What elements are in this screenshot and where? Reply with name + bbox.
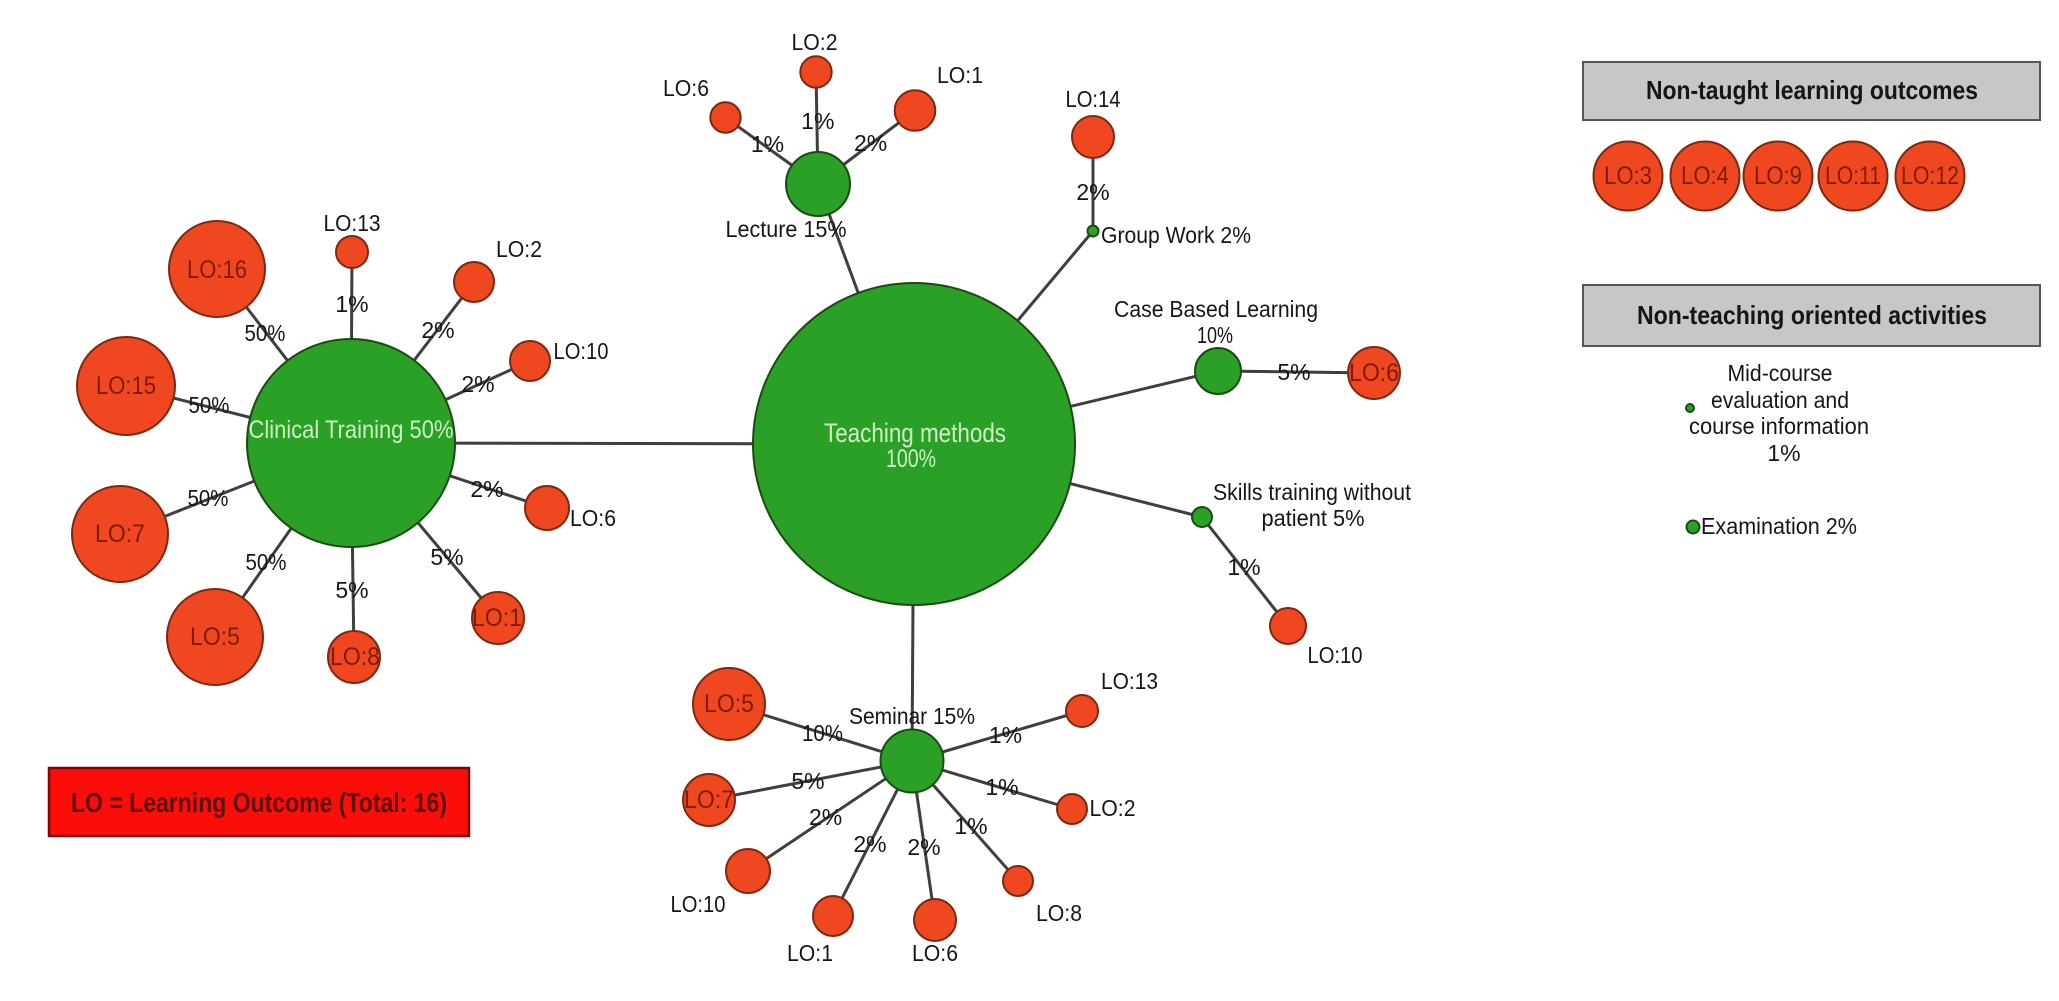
svg-text:2%: 2%	[461, 371, 494, 397]
svg-text:LO:13: LO:13	[324, 210, 381, 236]
svg-text:1%: 1%	[989, 722, 1022, 748]
svg-text:Clinical Training 50%: Clinical Training 50%	[249, 416, 454, 444]
svg-text:course information: course information	[1689, 413, 1869, 439]
svg-text:1%: 1%	[335, 291, 368, 317]
svg-text:LO:14: LO:14	[1066, 86, 1121, 112]
svg-text:LO:2: LO:2	[792, 29, 838, 55]
svg-text:LO:3: LO:3	[1604, 162, 1652, 190]
svg-text:LO:5: LO:5	[190, 623, 240, 651]
svg-text:LO:2: LO:2	[496, 236, 542, 262]
svg-text:Seminar 15%: Seminar 15%	[849, 703, 975, 729]
svg-text:5%: 5%	[335, 577, 368, 603]
svg-text:50%: 50%	[188, 485, 229, 511]
svg-text:LO:1: LO:1	[787, 940, 833, 966]
svg-text:Non-taught learning outcomes: Non-taught learning outcomes	[1646, 75, 1978, 105]
svg-text:LO:16: LO:16	[187, 256, 247, 284]
svg-text:LO:5: LO:5	[704, 690, 754, 718]
svg-text:5%: 5%	[791, 768, 824, 794]
svg-text:2%: 2%	[853, 831, 886, 857]
svg-text:LO:2: LO:2	[1090, 795, 1136, 821]
svg-text:Non-teaching oriented activiti: Non-teaching oriented activities	[1637, 300, 1987, 330]
svg-text:1%: 1%	[751, 131, 784, 157]
svg-text:LO:11: LO:11	[1825, 162, 1881, 190]
svg-text:LO:1: LO:1	[937, 62, 983, 88]
svg-text:LO:10: LO:10	[671, 891, 726, 917]
svg-text:5%: 5%	[430, 544, 463, 570]
svg-text:5%: 5%	[1277, 359, 1310, 385]
svg-text:50%: 50%	[246, 549, 287, 575]
svg-text:100%: 100%	[886, 445, 936, 473]
svg-text:LO:6: LO:6	[1349, 359, 1399, 387]
svg-text:2%: 2%	[421, 317, 454, 343]
svg-text:LO:10: LO:10	[554, 338, 609, 364]
svg-text:2%: 2%	[907, 834, 940, 860]
svg-text:Group Work 2%: Group Work 2%	[1101, 222, 1251, 248]
svg-text:LO:13: LO:13	[1101, 668, 1158, 694]
svg-text:1%: 1%	[1767, 440, 1800, 466]
svg-text:50%: 50%	[245, 320, 286, 346]
svg-text:LO:4: LO:4	[1681, 162, 1729, 190]
svg-text:1%: 1%	[801, 108, 834, 134]
svg-text:Case Based Learning: Case Based Learning	[1114, 296, 1318, 322]
svg-text:Skills training without: Skills training without	[1213, 479, 1412, 505]
svg-text:1%: 1%	[1227, 554, 1260, 580]
svg-text:10%: 10%	[802, 720, 843, 746]
svg-text:Teaching methods: Teaching methods	[824, 418, 1006, 448]
svg-text:2%: 2%	[854, 130, 887, 156]
svg-text:LO:15: LO:15	[96, 372, 156, 400]
svg-text:evaluation and: evaluation and	[1711, 387, 1849, 413]
svg-text:1%: 1%	[985, 774, 1018, 800]
svg-text:2%: 2%	[470, 476, 503, 502]
svg-text:LO:10: LO:10	[1308, 642, 1363, 668]
svg-text:1%: 1%	[954, 813, 987, 839]
svg-text:LO:9: LO:9	[1754, 162, 1802, 190]
svg-text:LO:1: LO:1	[472, 604, 522, 632]
svg-text:LO = Learning Outcome (Total:: LO = Learning Outcome (Total: 16)	[71, 787, 447, 818]
svg-text:patient 5%: patient 5%	[1262, 505, 1365, 531]
svg-text:LO:6: LO:6	[912, 940, 958, 966]
svg-text:Mid-course: Mid-course	[1728, 360, 1833, 386]
svg-text:LO:7: LO:7	[684, 786, 734, 814]
svg-text:Examination 2%: Examination 2%	[1701, 513, 1857, 539]
svg-text:LO:12: LO:12	[1901, 162, 1959, 190]
svg-text:LO:6: LO:6	[663, 75, 709, 101]
svg-text:LO:7: LO:7	[95, 520, 145, 548]
svg-text:2%: 2%	[1076, 179, 1109, 205]
svg-text:LO:6: LO:6	[570, 505, 616, 531]
svg-text:50%: 50%	[189, 392, 230, 418]
svg-text:LO:8: LO:8	[330, 643, 380, 671]
svg-text:10%: 10%	[1197, 322, 1233, 348]
svg-text:Lecture 15%: Lecture 15%	[726, 216, 847, 242]
svg-text:2%: 2%	[809, 804, 842, 830]
svg-text:LO:8: LO:8	[1036, 900, 1082, 926]
